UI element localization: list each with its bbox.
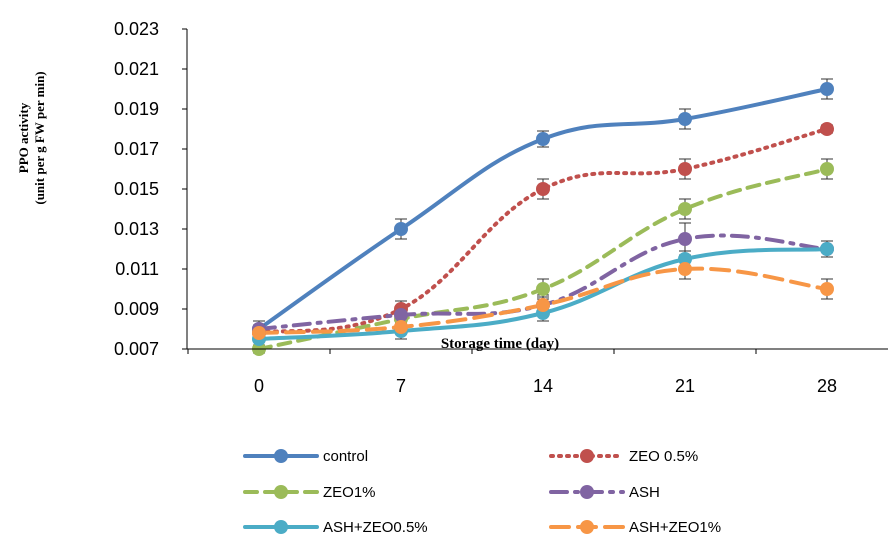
data-point (678, 232, 692, 246)
legend-swatch-marker (580, 520, 594, 534)
legend-label: ZEO 0.5% (629, 448, 698, 465)
data-point (820, 82, 834, 96)
data-point (252, 326, 266, 340)
legend-swatch-marker (274, 449, 288, 463)
legend-item: ZEO 0.5% (549, 448, 698, 465)
x-axis-title: Storage time (day) (441, 336, 559, 352)
series-line (257, 127, 829, 335)
data-point (536, 282, 550, 296)
data-point (678, 262, 692, 276)
y-tick-label: 0.021 (114, 59, 159, 79)
y-tick-label: 0.011 (115, 259, 159, 279)
x-tick-label: 7 (396, 376, 406, 396)
x-tick-label: 21 (675, 376, 695, 396)
data-point (820, 282, 834, 296)
data-point (536, 298, 550, 312)
x-tick-label: 28 (817, 376, 837, 396)
data-point (820, 162, 834, 176)
y-tick-label: 0.017 (114, 139, 159, 159)
legend-swatch-marker (580, 449, 594, 463)
data-point (820, 122, 834, 136)
data-point (536, 132, 550, 146)
data-point (394, 308, 408, 322)
legend-label: ASH+ZEO0.5% (323, 519, 428, 536)
legend-swatch-marker (274, 520, 288, 534)
x-tick-label: 14 (533, 376, 553, 396)
y-axis-title-line-2: (unit per g FW per min) (32, 71, 47, 204)
legend-swatch-marker (274, 485, 288, 499)
legend-label: ASH+ZEO1% (629, 519, 721, 536)
y-tick-label: 0.015 (114, 179, 159, 199)
legend-item: control (243, 448, 368, 465)
data-point (536, 182, 550, 196)
y-axis-title: PPO activity (unit per g FW per min) (16, 71, 47, 204)
legend-label: ZEO1% (323, 484, 376, 501)
data-point (394, 222, 408, 236)
y-tick-label: 0.023 (114, 19, 159, 39)
y-axis-title-line-1: PPO activity (16, 102, 31, 173)
y-tick-label: 0.019 (114, 99, 159, 119)
data-point (678, 162, 692, 176)
x-tick-labels: 0 7 14 21 28 (187, 349, 837, 396)
y-tick-label: 0.009 (114, 299, 159, 319)
data-point (820, 242, 834, 256)
data-point (394, 320, 408, 334)
data-point (678, 112, 692, 126)
data-markers (252, 82, 834, 356)
x-tick-label: 0 (254, 376, 264, 396)
y-tick-label: 0.007 (114, 339, 159, 359)
legend-item: ASH+ZEO1% (549, 519, 721, 536)
legend-label: ASH (629, 484, 660, 501)
legend-item: ZEO1% (243, 484, 376, 501)
legend-item: ASH+ZEO0.5% (243, 519, 428, 536)
legend-label: control (323, 448, 368, 465)
legend-item: ASH (549, 484, 660, 501)
data-point (678, 252, 692, 266)
y-tick-labels: 0.007 0.009 0.011 0.013 0.015 0.017 0.019 0.021… (114, 19, 187, 359)
legend-swatch-marker (580, 485, 594, 499)
data-point (678, 202, 692, 216)
y-tick-label: 0.013 (114, 219, 159, 239)
legend: control ZEO 0.5% ZEO1% ASH ASH+ZEO0.5% ASH+ZE… (243, 448, 721, 536)
